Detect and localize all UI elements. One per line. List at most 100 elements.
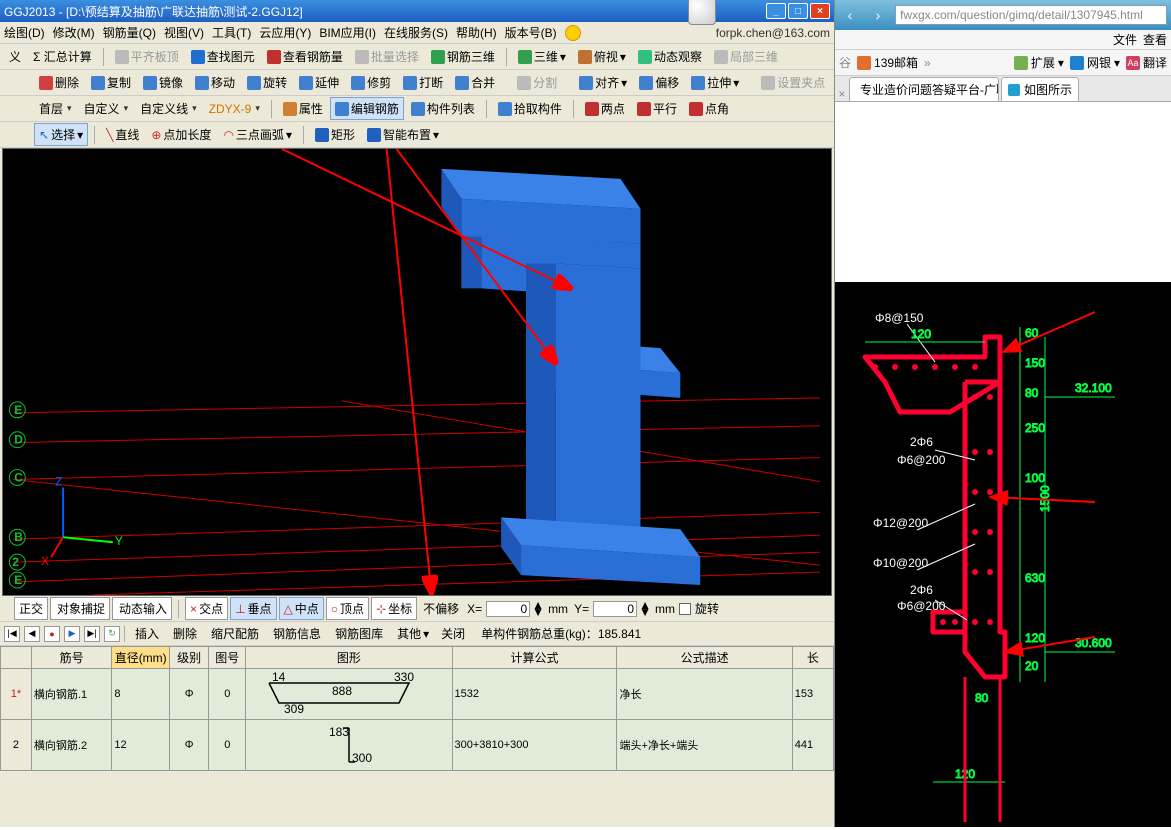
btn-addlen[interactable]: ⊕点加长度 bbox=[146, 123, 216, 146]
minimize-button[interactable]: _ bbox=[766, 3, 786, 19]
menu-bim[interactable]: BIM应用(I) bbox=[319, 24, 376, 41]
btn-close-panel[interactable]: 关闭 bbox=[437, 623, 469, 644]
menu-modify[interactable]: 修改(M) bbox=[53, 24, 95, 41]
btn-topview[interactable]: 俯视 ▾ bbox=[573, 45, 631, 68]
menu-view[interactable]: 视图(V) bbox=[164, 24, 204, 41]
btn-local-3d[interactable]: 局部三维 bbox=[709, 45, 783, 68]
sel-element[interactable]: ZDYX-9 bbox=[204, 99, 265, 119]
sel-cust[interactable]: 自定义 bbox=[79, 97, 134, 120]
btn-find-elem[interactable]: 查找图元 bbox=[186, 45, 260, 68]
btn-arc3[interactable]: ◠三点画弧 ▾ bbox=[218, 123, 297, 146]
th-desc[interactable]: 公式描述 bbox=[617, 647, 792, 669]
cad-detail-view[interactable]: Φ8@150 2Φ6 Φ6@200 Φ12@200 Φ10@200 2Φ6 Φ6… bbox=[835, 282, 1171, 827]
btn-ext[interactable]: 扩展 ▾ bbox=[1014, 54, 1064, 71]
btn-dyn-input[interactable]: 动态输入 bbox=[112, 597, 172, 620]
btn-pick-elem[interactable]: 拾取构件 bbox=[493, 97, 567, 120]
btn-coord[interactable]: ⊹坐标 bbox=[371, 597, 417, 620]
btn-two-pt[interactable]: 两点 bbox=[580, 97, 630, 120]
rebar-table-wrap[interactable]: 筋号 直径(mm) 级别 图号 图形 计算公式 公式描述 长 1* 横向钢筋.1… bbox=[0, 646, 834, 786]
th-grade[interactable]: 级别 bbox=[170, 647, 209, 669]
nav-next[interactable]: ▶ bbox=[64, 626, 80, 642]
btn-line[interactable]: ╲直线 bbox=[101, 123, 144, 146]
th-shape[interactable]: 图形 bbox=[246, 647, 452, 669]
btn-rect[interactable]: 矩形 bbox=[310, 123, 360, 146]
btn-mirror[interactable]: 镜像 bbox=[138, 71, 188, 94]
btn-prop[interactable]: 属性 bbox=[278, 97, 328, 120]
btn-insert-row[interactable]: 插入 bbox=[129, 623, 163, 644]
shape-cell[interactable]: 14 330 888 309 bbox=[246, 669, 452, 720]
qq-icon[interactable] bbox=[688, 0, 716, 25]
viewport-3d[interactable]: Z Y X E D C B 2 E bbox=[2, 148, 832, 596]
menu-draw[interactable]: 绘图(D) bbox=[4, 24, 45, 41]
btn-offset[interactable]: 偏移 bbox=[634, 71, 684, 94]
btn-merge[interactable]: 合并 bbox=[450, 71, 500, 94]
btn-bank[interactable]: 网银 ▾ bbox=[1070, 54, 1120, 71]
maximize-button[interactable]: □ bbox=[788, 3, 808, 19]
table-row[interactable]: 1* 横向钢筋.1 8 Φ 0 14 330 888 309 1532 净长 1… bbox=[1, 669, 834, 720]
btn-ortho[interactable]: 正交 bbox=[14, 597, 48, 620]
browser-tab[interactable]: 如图所示 bbox=[1001, 77, 1079, 101]
btn-translate[interactable]: Aa翻译 bbox=[1126, 54, 1167, 71]
sel-floor[interactable]: 首层 bbox=[34, 97, 77, 120]
user-email[interactable]: forpk.chen@163.com bbox=[716, 26, 830, 40]
btn-apex[interactable]: ○顶点 bbox=[326, 597, 369, 620]
sel-nooffset[interactable]: 不偏移 bbox=[419, 598, 463, 619]
browser-fwd[interactable]: › bbox=[867, 4, 889, 26]
btn-def[interactable]: 义 bbox=[4, 45, 26, 68]
btn-break[interactable]: 打断 bbox=[398, 71, 448, 94]
browser-url[interactable]: fwxgx.com/question/gimq/detail/1307945.h… bbox=[895, 5, 1167, 25]
browser-tab[interactable]: 专业造价问题答疑平台-广联达× bbox=[849, 77, 999, 101]
menu-view2[interactable]: 查看 bbox=[1143, 31, 1167, 48]
btn-pt-angle[interactable]: 点角 bbox=[684, 97, 734, 120]
btn-elem-list[interactable]: 构件列表 bbox=[406, 97, 480, 120]
tab-close-left[interactable]: × bbox=[835, 87, 849, 101]
btn-split[interactable]: 分割 bbox=[512, 71, 562, 94]
menu-cloud[interactable]: 云应用(Y) bbox=[259, 24, 311, 41]
btn-flat-slab[interactable]: 平齐板顶 bbox=[110, 45, 184, 68]
input-y[interactable] bbox=[593, 601, 637, 617]
btn-intersection[interactable]: ×交点 bbox=[185, 597, 228, 620]
btn-dyn-orbit[interactable]: 动态观察 bbox=[633, 45, 707, 68]
menu-rebar[interactable]: 钢筋量(Q) bbox=[103, 24, 156, 41]
chk-rotate[interactable] bbox=[679, 603, 691, 615]
btn-sumcalc[interactable]: Σ 汇总计算 bbox=[28, 45, 97, 68]
btn-select[interactable]: ↖ 选择 ▾ bbox=[34, 123, 88, 146]
btn-midpoint[interactable]: △中点 bbox=[279, 597, 324, 620]
btn-rebar-lib[interactable]: 钢筋图库 bbox=[329, 623, 387, 644]
th-dia[interactable]: 直径(mm) bbox=[112, 647, 170, 669]
btn-delete-row[interactable]: 删除 bbox=[167, 623, 201, 644]
sel-custline[interactable]: 自定义线 bbox=[135, 97, 202, 120]
menu-version[interactable]: 版本号(B) bbox=[505, 24, 557, 41]
btn-setpt[interactable]: 设置夹点 bbox=[756, 71, 830, 94]
close-button[interactable]: × bbox=[810, 3, 830, 19]
btn-rebar-3d[interactable]: 钢筋三维 bbox=[426, 45, 500, 68]
menu-tools[interactable]: 工具(T) bbox=[212, 24, 251, 41]
btn-perpendicular[interactable]: ⊥垂点 bbox=[230, 597, 276, 620]
browser-back[interactable]: ‹ bbox=[839, 4, 861, 26]
btn-extend[interactable]: 延伸 bbox=[294, 71, 344, 94]
btn-rebar-info[interactable]: 钢筋信息 bbox=[267, 623, 325, 644]
nav-prev[interactable]: ◀ bbox=[24, 626, 40, 642]
menu-file[interactable]: 文件 bbox=[1113, 31, 1137, 48]
nav-refresh[interactable]: ↻ bbox=[104, 626, 120, 642]
btn-align[interactable]: 对齐 ▾ bbox=[574, 71, 632, 94]
btn-smart[interactable]: 智能布置 ▾ bbox=[362, 123, 444, 146]
btn-delete[interactable]: 删除 bbox=[34, 71, 84, 94]
btn-stretch[interactable]: 拉伸 ▾ bbox=[686, 71, 744, 94]
btn-parallel[interactable]: 平行 bbox=[632, 97, 682, 120]
table-row[interactable]: 2 横向钢筋.2 12 Φ 0 183 300 300+3810+300 端头+… bbox=[1, 720, 834, 771]
btn-view-rebar[interactable]: 查看钢筋量 bbox=[262, 45, 348, 68]
btn-edit-rebar[interactable]: 编辑钢筋 bbox=[330, 97, 404, 120]
menu-online[interactable]: 在线服务(S) bbox=[384, 24, 448, 41]
nav-stop[interactable]: ● bbox=[44, 626, 60, 642]
input-x[interactable] bbox=[486, 601, 530, 617]
th-formula[interactable]: 计算公式 bbox=[452, 647, 617, 669]
duck-icon[interactable] bbox=[565, 25, 581, 41]
btn-rotate[interactable]: 旋转 bbox=[242, 71, 292, 94]
nav-first[interactable]: |◀ bbox=[4, 626, 20, 642]
btn-move[interactable]: 移动 bbox=[190, 71, 240, 94]
btn-3d[interactable]: 三维 ▾ bbox=[513, 45, 571, 68]
nav-last[interactable]: ▶| bbox=[84, 626, 100, 642]
shape-cell[interactable]: 183 300 bbox=[246, 720, 452, 771]
btn-copy[interactable]: 复制 bbox=[86, 71, 136, 94]
